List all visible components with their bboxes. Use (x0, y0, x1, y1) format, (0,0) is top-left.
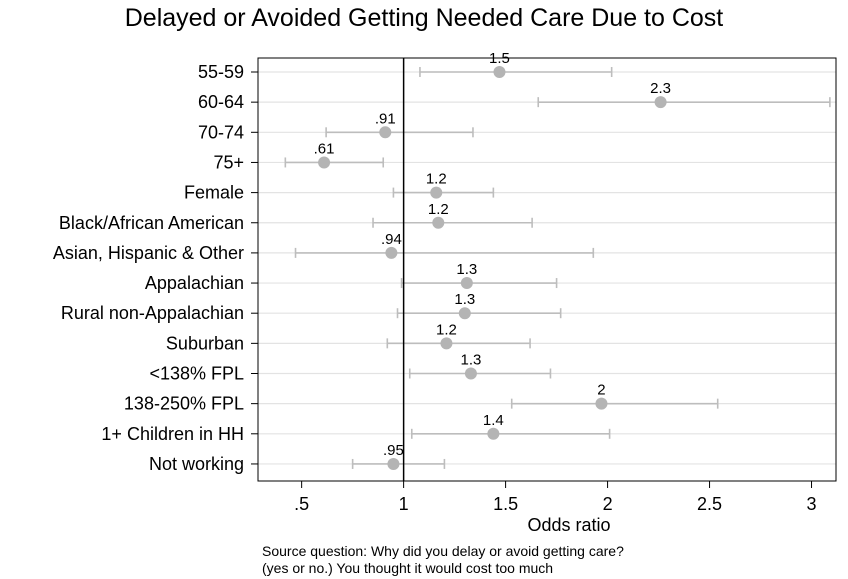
value-label: 1.3 (460, 352, 481, 369)
y-tick-label: Rural non-Appalachian (61, 303, 244, 323)
x-tick-label: 2 (603, 494, 613, 514)
point-marker (487, 427, 500, 440)
value-label: .94 (381, 231, 402, 248)
point-estimates (318, 66, 667, 470)
x-axis-label: Odds ratio (527, 515, 610, 535)
value-label: 1.3 (456, 261, 477, 278)
y-tick-label: 70-74 (198, 122, 244, 142)
y-tick-label: 75+ (213, 152, 244, 172)
y-tick-label: Appalachian (145, 273, 244, 293)
point-marker (379, 126, 392, 139)
confidence-intervals (284, 67, 831, 469)
y-tick-label: 1+ Children in HH (101, 424, 244, 444)
value-label: 1.2 (428, 201, 449, 218)
point-marker (460, 277, 473, 290)
x-tick-label: 1.5 (493, 494, 518, 514)
chart-title: Delayed or Avoided Getting Needed Care D… (124, 4, 724, 32)
value-label: .95 (383, 442, 404, 459)
y-tick-label: 55-59 (198, 62, 244, 82)
x-tick-label: 1 (399, 494, 409, 514)
point-marker (458, 307, 471, 320)
value-label: .91 (375, 110, 396, 127)
y-tick-label: 60-64 (198, 92, 244, 112)
x-tick-label: 3 (807, 494, 817, 514)
point-marker (387, 457, 400, 470)
y-tick-label: Suburban (166, 333, 244, 353)
point-marker (493, 66, 506, 78)
point-marker (430, 186, 443, 199)
y-tick-label: <138% FPL (149, 364, 244, 384)
y-axis-labels: 55-59 60-64 70-74 75+ Female Black/African Am… (53, 62, 244, 474)
x-tick-label: .5 (294, 494, 309, 514)
y-tick-label: Asian, Hispanic & Other (53, 243, 244, 263)
value-label: 1.4 (483, 412, 504, 429)
source-note: Source question: Why did you delay or av… (262, 543, 624, 577)
y-tick-label: Female (184, 183, 244, 203)
value-label: 2 (597, 382, 605, 399)
point-marker (385, 246, 398, 259)
point-marker (440, 337, 453, 350)
value-label: 2.3 (650, 80, 671, 97)
value-label: .61 (314, 140, 335, 157)
value-label: 1.3 (454, 291, 475, 308)
point-marker (464, 367, 477, 380)
axes: .5 1 1.5 2 2.5 3 (251, 57, 837, 514)
value-labels: 1.52.3.91.611.21.2.941.31.31.21.321.4.95 (314, 50, 671, 459)
value-label: 1.2 (436, 321, 457, 338)
point-marker (654, 96, 667, 109)
y-tick-label: Black/African American (59, 213, 244, 233)
source-note-line-1: Source question: Why did you delay or av… (262, 543, 624, 559)
point-marker (318, 156, 331, 169)
y-tick-label: Not working (149, 454, 244, 474)
source-note-line-2: (yes or no.) You thought it would cost t… (262, 560, 554, 576)
x-tick-label: 2.5 (697, 494, 722, 514)
value-label: 1.2 (426, 171, 447, 188)
y-tick-label: 138-250% FPL (124, 394, 244, 414)
point-marker (432, 216, 445, 229)
plot-frame (257, 57, 837, 482)
gridlines (258, 71, 836, 465)
point-marker (595, 397, 608, 410)
